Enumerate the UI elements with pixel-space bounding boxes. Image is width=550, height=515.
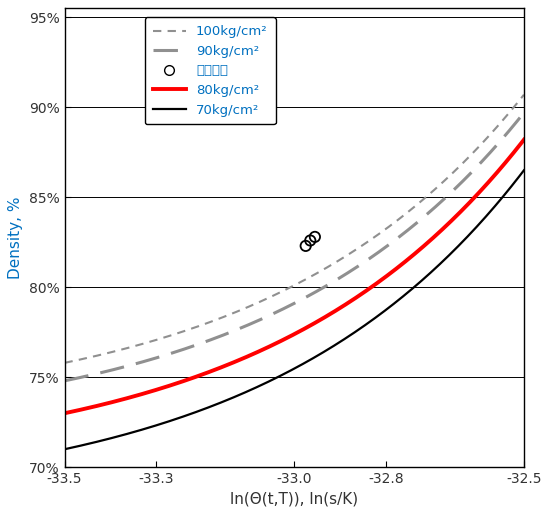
Point bbox=[306, 236, 315, 245]
X-axis label: ln(Θ(t,T)), ln(s/K): ln(Θ(t,T)), ln(s/K) bbox=[230, 492, 358, 507]
Legend: 100kg/cm², 90kg/cm², 우서실측, 80kg/cm², 70kg/cm²: 100kg/cm², 90kg/cm², 우서실측, 80kg/cm², 70k… bbox=[145, 17, 276, 125]
Y-axis label: Density, %: Density, % bbox=[8, 197, 23, 279]
Point bbox=[301, 242, 310, 250]
Point bbox=[311, 233, 320, 241]
